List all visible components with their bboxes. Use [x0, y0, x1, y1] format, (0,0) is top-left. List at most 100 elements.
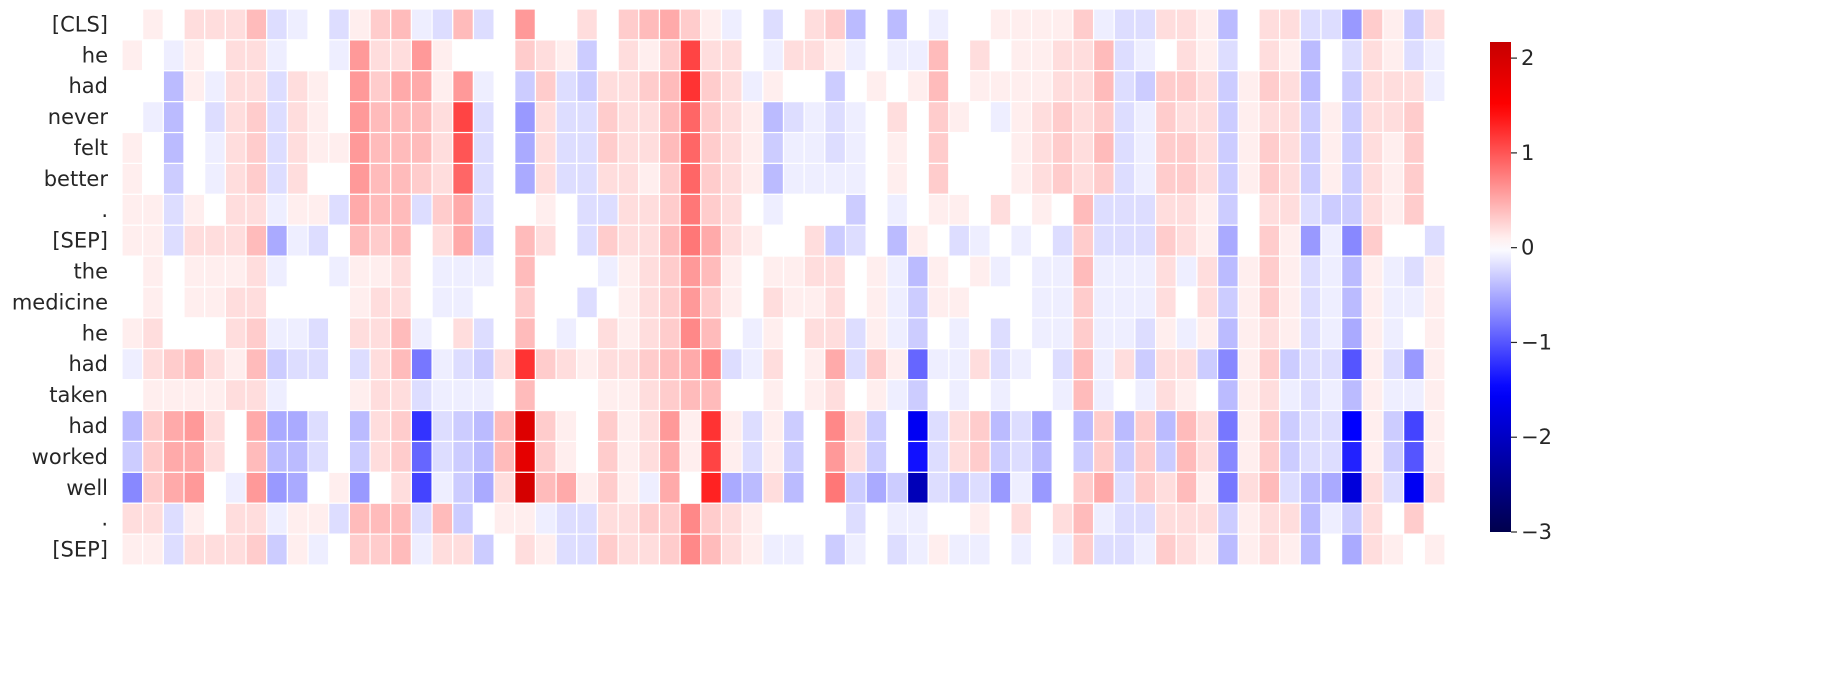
heatmap-cell	[927, 471, 950, 504]
row-label: had	[68, 352, 108, 376]
heatmap-cell	[1175, 131, 1198, 165]
heatmap-cell	[493, 409, 516, 443]
heatmap-cell	[968, 409, 991, 443]
heatmap-cell	[452, 533, 475, 566]
heatmap-cell	[1361, 162, 1384, 195]
heatmap-cell	[1196, 101, 1219, 134]
heatmap-cell	[762, 131, 785, 165]
heatmap-cell	[1299, 317, 1322, 350]
heatmap-cell	[1237, 409, 1260, 443]
colorbar-tick-label: 2	[1521, 46, 1534, 70]
heatmap-cell	[1341, 409, 1363, 443]
heatmap-cell	[968, 224, 991, 257]
heatmap-cell	[679, 131, 702, 165]
heatmap-cell	[1217, 286, 1239, 319]
heatmap-cell	[245, 533, 268, 566]
heatmap-cell	[1030, 8, 1053, 41]
heatmap-cell	[700, 70, 723, 103]
heatmap-cell	[824, 286, 847, 319]
heatmap-cell	[1072, 409, 1095, 443]
heatmap-cell	[782, 131, 805, 165]
heatmap-cell	[183, 471, 206, 504]
heatmap-cell	[431, 131, 454, 165]
heatmap-cell	[741, 39, 764, 72]
heatmap-cell	[865, 379, 888, 412]
heatmap-cell	[348, 440, 371, 473]
heatmap-cell	[948, 471, 971, 504]
heatmap-cell	[266, 39, 288, 72]
heatmap-cell	[472, 286, 495, 319]
heatmap-cell	[224, 101, 247, 134]
heatmap-cell	[348, 379, 371, 412]
heatmap-cell	[948, 348, 971, 381]
heatmap-cell	[493, 162, 516, 195]
heatmap-cell	[1341, 70, 1363, 103]
heatmap-cell	[1113, 471, 1136, 504]
heatmap-cell	[741, 162, 764, 195]
heatmap-cell	[762, 193, 785, 226]
heatmap-cell	[204, 348, 226, 381]
heatmap-cell	[514, 440, 537, 473]
heatmap-cell	[369, 39, 392, 72]
heatmap-cell	[844, 379, 867, 412]
heatmap-cell	[204, 471, 226, 504]
heatmap-cell	[369, 131, 392, 165]
heatmap-cell	[555, 317, 578, 350]
heatmap-cell	[1279, 39, 1301, 72]
row-label: well	[66, 476, 108, 500]
heatmap-cell	[968, 379, 991, 412]
heatmap-cell	[1113, 348, 1136, 381]
heatmap-cell	[1092, 348, 1115, 381]
heatmap-cell	[1154, 379, 1177, 412]
heatmap-cell	[1175, 39, 1198, 72]
heatmap-cell	[803, 70, 826, 103]
heatmap-cell	[1134, 131, 1157, 165]
heatmap-cell	[1154, 70, 1177, 103]
heatmap-cell	[266, 131, 288, 165]
heatmap-cell	[886, 348, 909, 381]
heatmap-cell	[576, 440, 599, 473]
heatmap-cell	[204, 317, 226, 350]
heatmap-cell	[1030, 409, 1053, 443]
heatmap-cell	[328, 39, 350, 72]
heatmap-cell	[1134, 317, 1157, 350]
heatmap-cell	[658, 471, 681, 504]
heatmap-cell	[514, 502, 537, 535]
heatmap-cell	[1403, 348, 1425, 381]
heatmap-cell	[1217, 533, 1239, 566]
heatmap-cell	[1320, 533, 1343, 566]
heatmap-cell	[886, 8, 909, 41]
heatmap-cell	[844, 162, 867, 195]
heatmap-cell	[638, 39, 661, 72]
heatmap-cell	[1382, 440, 1405, 473]
heatmap-cell	[142, 471, 164, 504]
heatmap-cell	[390, 8, 413, 41]
heatmap-cell	[927, 193, 950, 226]
heatmap-cell	[679, 502, 702, 535]
heatmap-cell	[183, 255, 206, 288]
heatmap-cell	[1175, 533, 1198, 566]
heatmap-cell	[906, 255, 929, 288]
heatmap-cell	[1423, 440, 1446, 473]
heatmap-cell	[1134, 193, 1157, 226]
heatmap-cell	[1299, 39, 1322, 72]
heatmap-cell	[1154, 348, 1177, 381]
heatmap-cell	[1361, 409, 1384, 443]
heatmap-cell	[1299, 471, 1322, 504]
heatmap-cell	[534, 533, 557, 566]
heatmap-cell	[1299, 255, 1322, 288]
heatmap-cell	[1382, 101, 1405, 134]
heatmap-cell	[452, 162, 475, 195]
heatmap-cell	[142, 8, 164, 41]
heatmap-cell	[948, 39, 971, 72]
heatmap-cell	[1196, 70, 1219, 103]
heatmap-cell	[1217, 502, 1239, 535]
heatmap-cell	[596, 286, 619, 319]
heatmap-cell	[989, 131, 1012, 165]
heatmap-cell	[576, 502, 599, 535]
heatmap-cell	[638, 471, 661, 504]
heatmap-cell	[307, 131, 330, 165]
heatmap-cell	[1217, 193, 1239, 226]
heatmap-cell	[514, 70, 537, 103]
heatmap-cell	[720, 286, 743, 319]
